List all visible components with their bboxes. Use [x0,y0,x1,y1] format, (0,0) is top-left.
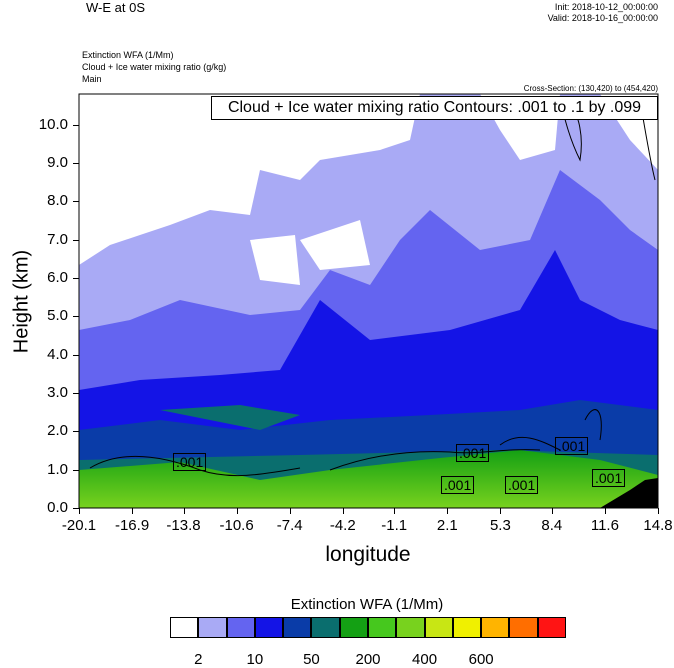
x-tick-mark [183,508,185,514]
colorbar-box [509,617,538,638]
y-tick-label: 10.0 [38,115,68,133]
colorbar-box [339,617,368,638]
y-tick-mark [73,431,79,433]
y-tick-label: 6.0 [47,269,68,286]
y-tick-label: 8.0 [47,192,68,210]
y-tick-label: 2.0 [47,422,68,440]
y-tick-label: 4.0 [47,345,68,363]
colorbar-box [311,617,340,638]
colorbar-box [283,617,312,638]
contour-label: .001 [456,444,490,462]
y-tick-mark [73,354,79,356]
y-tick-mark [73,316,79,318]
colorbar-box [254,617,284,638]
x-tick-mark [132,508,134,514]
x-tick-mark [604,508,606,514]
colorbar-box [226,617,255,638]
x-tick-mark [394,508,396,514]
x-tick-mark [658,508,659,514]
x-tick-label: 2.1 [436,517,458,534]
colorbar-label: 10 [246,651,264,668]
x-tick-label: -16.9 [114,517,150,534]
contour-label: .001 [555,437,589,455]
y-tick-label: 3.0 [47,384,68,401]
colorbar-label: 600 [468,651,494,668]
x-tick-mark [236,508,238,514]
y-tick-mark [73,508,79,509]
plot-title: W-E at 0S [86,0,146,15]
x-tick-label: 11.6 [590,517,619,534]
x-tick-mark [289,508,291,514]
x-tick-mark [342,508,344,514]
x-tick-label: -13.8 [166,517,201,534]
y-tick-label: 5.0 [47,307,68,325]
y-tick-mark [73,124,79,126]
y-tick-label: 1.0 [47,460,68,478]
contour-info: Cloud + Ice water mixing ratio Contours:… [211,96,658,120]
field-name-3: Main [82,74,102,84]
contour-label: .001 [173,453,207,471]
y-tick-mark [73,469,79,471]
x-tick-mark [551,508,553,514]
colorbar-box [198,617,227,638]
colorbar-box [537,617,566,638]
x-tick-label: -20.1 [61,517,97,534]
cross-section-info: Cross-Section: (130,420) to (454,420) [523,84,658,93]
y-tick-mark [73,201,79,203]
x-tick-mark [500,508,502,514]
colorbar-label: 2 [194,651,203,668]
colorbar-box [396,617,425,638]
y-tick-mark [73,278,79,279]
colorbar-box [452,617,482,638]
colorbar-box [170,617,199,638]
colorbar-label: 200 [355,651,381,668]
x-tick-label: -1.1 [381,517,408,534]
field-name-1: Extinction WFA (1/Mm) [82,50,174,60]
colorbar-box [424,617,453,638]
valid-time: Valid: 2018-10-16_00:00:00 [547,13,658,23]
x-tick-label: -4.2 [329,517,356,534]
x-tick-mark [447,508,449,514]
init-time: Init: 2018-10-12_00:00:00 [554,2,658,12]
colorbar-box [481,617,510,638]
y-tick-label: 0.0 [47,499,68,516]
y-tick-label: 9.0 [47,154,68,171]
y-tick-mark [73,163,79,164]
colorbar-label: 400 [412,651,438,668]
y-tick-label: 7.0 [47,230,68,248]
contour-label: .001 [505,476,539,494]
x-axis-label: longitude [325,543,411,566]
x-tick-label: 5.3 [489,517,511,534]
y-axis-label: Height (km) [10,249,33,354]
x-tick-label: 14.8 [643,517,673,534]
contour-label: .001 [441,476,475,494]
colorbar-box [368,617,397,638]
x-tick-label: -7.4 [276,517,303,534]
y-tick-mark [73,393,79,394]
field-name-2: Cloud + Ice water mixing ratio (g/kg) [82,62,227,72]
x-tick-label: -10.6 [219,517,254,534]
y-tick-mark [73,239,79,241]
x-tick-label: 8.4 [541,517,563,534]
colorbar-label: 50 [303,651,320,668]
x-tick-mark [79,508,80,514]
colorbar-title: Extinction WFA (1/Mm) [290,596,444,613]
contour-label: .001 [592,469,626,487]
